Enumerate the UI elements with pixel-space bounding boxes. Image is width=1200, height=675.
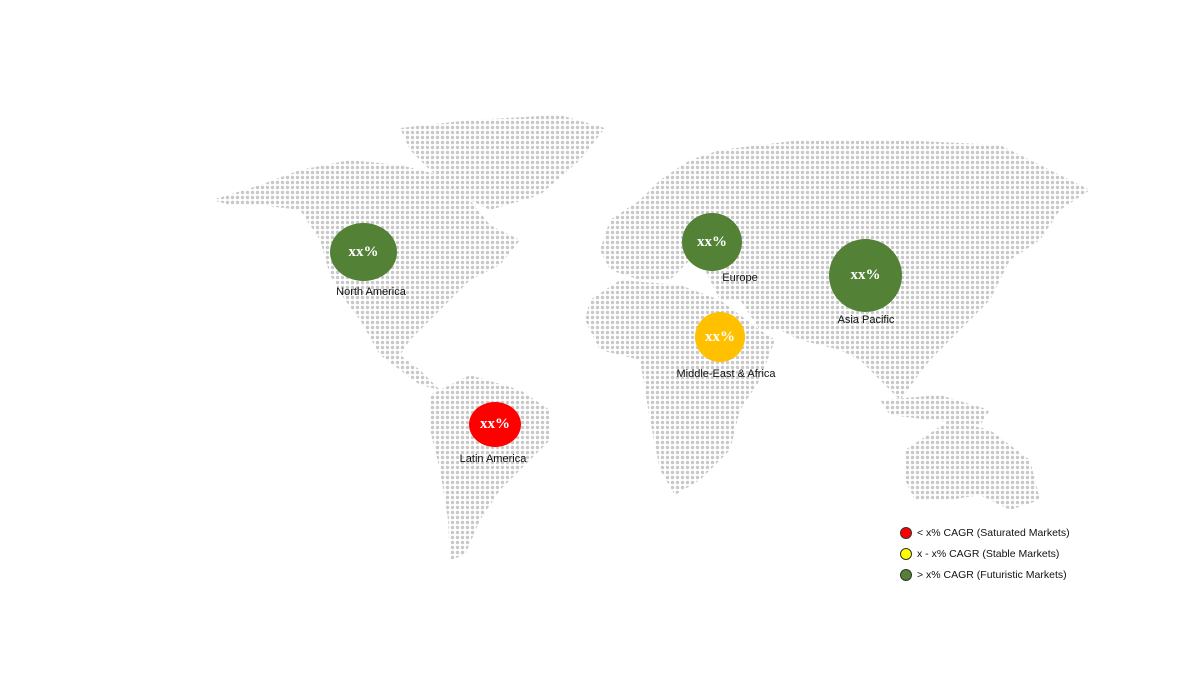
bubble-north-america: xx%: [330, 223, 397, 281]
legend-swatch-red: [900, 526, 912, 539]
legend: < x% CAGR (Saturated Markets) x - x% CAG…: [900, 522, 1070, 585]
bubble-middle-east-africa: xx%: [695, 312, 745, 362]
continent-indonesia: [880, 395, 990, 425]
legend-swatch-yellow: [900, 547, 912, 560]
legend-item-stable: x - x% CAGR (Stable Markets): [900, 543, 1070, 564]
legend-item-futuristic: > x% CAGR (Futuristic Markets): [900, 564, 1070, 585]
legend-item-saturated: < x% CAGR (Saturated Markets): [900, 522, 1070, 543]
continent-greenland: [400, 115, 605, 210]
label-north-america: North America: [336, 286, 406, 298]
continent-australia: [905, 420, 1040, 510]
legend-swatch-green: [900, 568, 912, 581]
bubble-europe: xx%: [682, 213, 742, 271]
bubble-latin-america: xx%: [469, 402, 521, 447]
label-latin-america: Latin America: [459, 453, 527, 465]
legend-label: x - x% CAGR (Stable Markets): [917, 547, 1060, 560]
bubble-asia-pacific: xx%: [829, 239, 902, 312]
continent-africa: [585, 280, 775, 495]
label-asia-pacific: Asia Pacific: [837, 314, 895, 326]
legend-label: > x% CAGR (Futuristic Markets): [917, 568, 1067, 581]
label-europe: Europe: [722, 272, 758, 284]
label-middle-east-africa: Middle-East & Africa: [676, 368, 776, 380]
legend-label: < x% CAGR (Saturated Markets): [917, 526, 1070, 539]
